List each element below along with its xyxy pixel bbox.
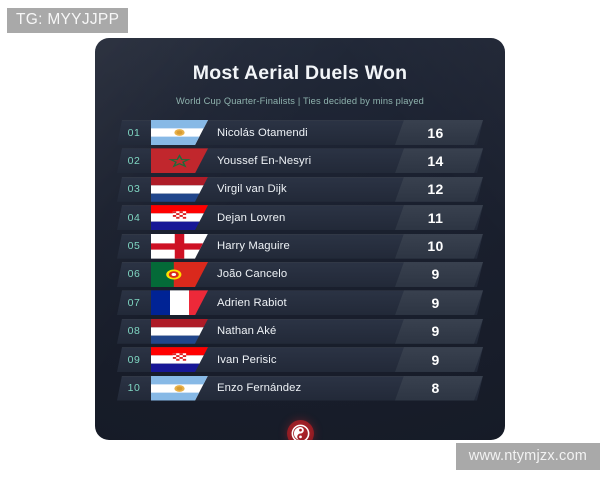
duels-won-value: 11 [427, 209, 444, 226]
ranking-row: 03 Virgil van Dijk 12 [117, 177, 483, 202]
duels-won-value: 16 [427, 124, 444, 141]
player-name: Enzo Fernández [217, 382, 302, 395]
player-name: Harry Maguire [217, 240, 290, 253]
ranking-row: 08 Nathan Aké 9 [117, 319, 483, 344]
ranking-row: 01 Nicolás Otamendi 16 [117, 120, 483, 145]
site-watermark: www.ntymjzx.com [455, 443, 600, 470]
duels-won-value: 9 [431, 351, 440, 368]
player-name: Virgil van Dijk [217, 183, 287, 196]
value-badge: 8 [395, 376, 483, 401]
player-name: Nicolás Otamendi [217, 126, 308, 139]
flag-icon-france [151, 290, 208, 315]
value-badge: 16 [395, 120, 483, 145]
ranking-row: 05 Harry Maguire 10 [117, 234, 483, 259]
value-badge-background [395, 205, 483, 230]
rank-number: 01 [127, 126, 141, 139]
value-badge: 9 [395, 262, 483, 287]
flag-icon-croatia [151, 205, 208, 230]
value-badge-background [395, 177, 483, 202]
value-badge: 14 [395, 148, 483, 173]
value-badge-background [395, 319, 483, 344]
ranking-list: 01 Nicolás Otamendi 16 02 Youssef En-Nes… [95, 120, 505, 401]
rank-number: 09 [127, 353, 141, 366]
rank-number: 04 [127, 211, 141, 224]
infographic-card: Most Aerial Duels Won World Cup Quarter-… [95, 38, 505, 440]
rank-number: 10 [127, 382, 141, 395]
value-badge: 11 [395, 205, 483, 230]
value-badge-background [395, 120, 483, 145]
duels-won-value: 14 [427, 152, 444, 169]
ranking-row: 06 João Cancelo 9 [117, 262, 483, 287]
rank-number: 02 [127, 154, 141, 167]
value-badge: 10 [395, 234, 483, 259]
value-badge-background [395, 262, 483, 287]
ranking-row: 02 Youssef En-Nesyri 14 [117, 148, 483, 173]
ranking-row: 07 Adrien Rabiot 9 [117, 290, 483, 315]
value-badge: 9 [395, 290, 483, 315]
value-badge: 12 [395, 177, 483, 202]
duels-won-value: 9 [431, 294, 440, 311]
rank-number: 06 [127, 268, 141, 281]
duels-won-value: 8 [431, 380, 440, 397]
ranking-row: 04 Dejan Lovren 11 [117, 205, 483, 230]
value-badge-background [395, 234, 483, 259]
player-name: João Cancelo [217, 268, 288, 281]
page-title: Most Aerial Duels Won [192, 62, 408, 84]
player-name: Nathan Aké [217, 325, 277, 338]
tg-banner: TG: MYYJJPP [7, 8, 129, 33]
player-name: Ivan Perisic [217, 353, 277, 366]
value-badge-background [395, 290, 483, 315]
player-name: Dejan Lovren [217, 211, 286, 224]
player-name: Youssef En-Nesyri [217, 154, 312, 167]
value-badge: 9 [395, 347, 483, 372]
duels-won-value: 9 [431, 323, 440, 340]
swirl-logo-icon [286, 420, 314, 440]
rank-number: 08 [127, 325, 141, 338]
duels-won-value: 9 [431, 266, 440, 283]
value-badge-background [395, 148, 483, 173]
rank-number: 07 [127, 296, 141, 309]
value-badge-background [395, 376, 483, 401]
rank-number: 03 [127, 183, 141, 196]
value-badge-background [395, 347, 483, 372]
duels-won-value: 12 [427, 181, 444, 198]
player-name: Adrien Rabiot [217, 296, 287, 309]
duels-won-value: 10 [427, 238, 444, 255]
rank-number: 05 [127, 240, 141, 253]
ranking-row: 09 Ivan Perisic 9 [117, 347, 483, 372]
page-subtitle: World Cup Quarter-Finalists | Ties decid… [176, 96, 424, 106]
logo-container [95, 420, 505, 440]
value-badge: 9 [395, 319, 483, 344]
flag-icon-croatia [151, 347, 208, 372]
flag-icon-netherlands [151, 177, 208, 202]
ranking-row: 10 Enzo Fernández 8 [117, 376, 483, 401]
flag-icon-netherlands [151, 319, 208, 344]
